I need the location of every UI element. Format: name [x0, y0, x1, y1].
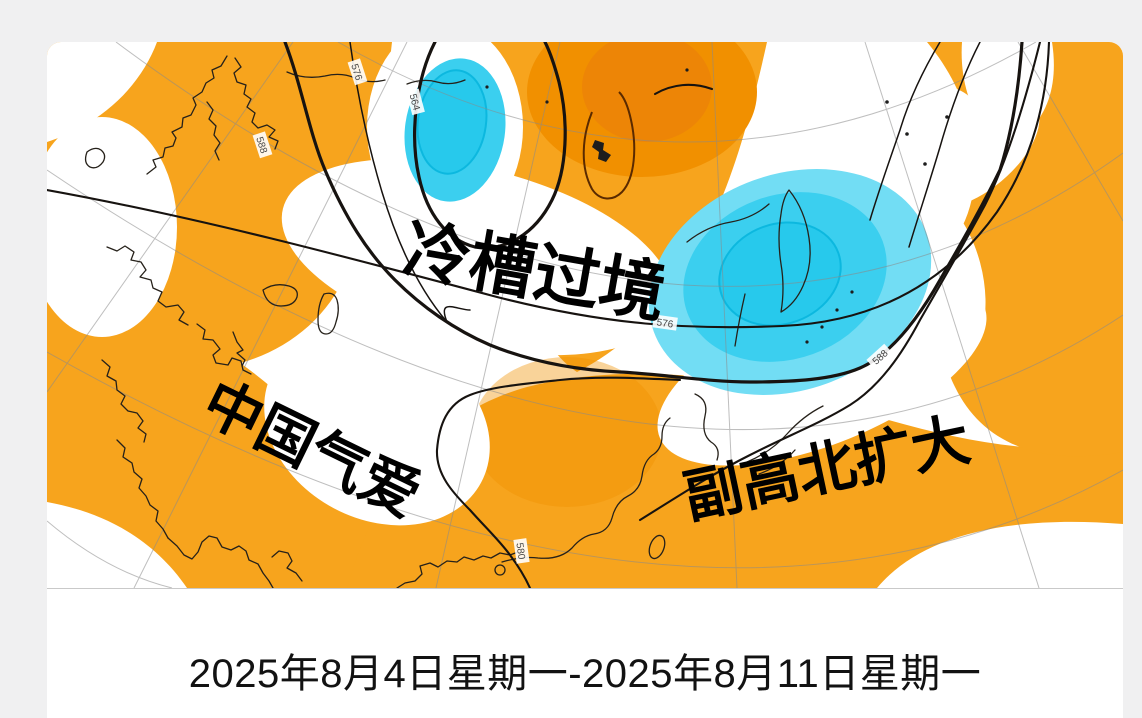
date-range-caption: 2025年8月4日星期一-2025年8月11日星期一 [188, 652, 982, 696]
contour-labels: 576 588 580 576 588 [252, 58, 893, 564]
coastlines [84, 55, 949, 588]
contour-label-564: 564 [407, 93, 422, 112]
contour-label-588-west: 588 [253, 136, 269, 156]
contour-label-576: 576 [656, 317, 674, 330]
weather-map-svg: 576 588 580 576 588 [47, 42, 1123, 588]
weather-map-image[interactable]: 576 588 580 576 588 [47, 42, 1123, 588]
contour-label-576-west: 576 [348, 63, 364, 83]
weather-post-card: 576 588 580 576 588 [47, 42, 1123, 718]
contour-lines [47, 42, 1051, 588]
graticule-grid [47, 42, 1123, 588]
contour-label-580: 580 [513, 542, 526, 560]
caption-area: 2025年8月4日星期一-2025年8月11日星期一 [47, 588, 1123, 718]
